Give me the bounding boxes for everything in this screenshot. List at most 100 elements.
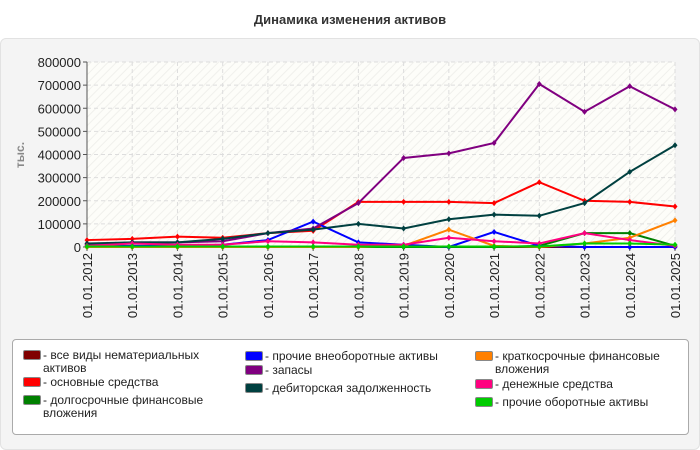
data-point — [582, 240, 588, 247]
legend-item: - денежные средства — [475, 378, 685, 391]
data-point — [401, 198, 407, 205]
data-point — [401, 225, 407, 232]
legend-label: - основные средства — [43, 375, 159, 389]
data-point — [491, 228, 497, 235]
data-point — [627, 230, 633, 237]
data-point — [129, 235, 135, 242]
data-point — [84, 243, 90, 250]
y-tick-label: 0 — [74, 240, 81, 255]
data-point — [265, 230, 271, 237]
y-tick-label: 100000 — [38, 217, 81, 232]
x-tick-label: 01.01.2021 — [487, 253, 502, 318]
data-point — [491, 139, 497, 146]
legend-item: - основные средства — [23, 376, 233, 389]
data-point — [536, 179, 542, 186]
legend-label: - все виды нематериальных активов — [43, 348, 200, 375]
x-tick-label: 01.01.2020 — [442, 253, 457, 318]
data-point — [582, 244, 588, 250]
legend-swatch — [23, 377, 41, 387]
data-point — [355, 243, 361, 250]
data-point — [265, 243, 271, 250]
y-tick-label: 700000 — [38, 78, 81, 93]
legend-swatch — [245, 383, 263, 393]
y-tick-label: 300000 — [38, 171, 81, 186]
y-tick-label: 800000 — [38, 55, 81, 70]
legend-label: - денежные средства — [495, 377, 613, 391]
x-tick-label: 01.01.2013 — [125, 253, 140, 318]
data-point — [582, 200, 588, 207]
data-point — [310, 243, 316, 250]
line-chart: 0 100000 200000 300000 400000 500000 600000 700… — [13, 55, 683, 318]
data-point — [84, 237, 90, 244]
x-tick-label: 01.01.2024 — [623, 253, 638, 318]
y-axis-label: тыс. — [13, 142, 27, 168]
legend-swatch — [245, 365, 263, 375]
x-tick-label: 01.01.2018 — [351, 253, 366, 318]
legend-label: - дебиторская задолженность — [265, 381, 432, 395]
data-point — [129, 243, 135, 250]
x-tick-label: 01.01.2023 — [578, 253, 593, 318]
y-tick-label: 400000 — [38, 148, 81, 163]
data-point — [401, 154, 407, 161]
data-point — [220, 235, 226, 242]
data-point — [627, 244, 633, 250]
data-point — [627, 198, 633, 205]
data-point — [446, 243, 452, 250]
data-point — [446, 150, 452, 157]
legend-swatch — [475, 351, 493, 361]
data-point — [672, 241, 678, 248]
legend-item: - запасы — [245, 364, 465, 377]
x-tick-label: 01.01.2017 — [306, 253, 321, 318]
x-tick-label: 01.01.2016 — [261, 253, 276, 318]
x-tick-label: 01.01.2012 — [80, 253, 95, 318]
data-point — [672, 106, 678, 113]
legend: - все виды нематериальных активов - осно… — [12, 339, 689, 435]
data-point — [491, 200, 497, 207]
legend-item: - дебиторская задолженность — [245, 382, 465, 395]
data-point — [310, 226, 316, 233]
legend-label: - запасы — [265, 363, 313, 377]
data-point — [355, 220, 361, 227]
legend-label: - краткосрочные финансовые вложения — [495, 349, 660, 376]
data-point — [174, 233, 180, 240]
legend-swatch — [475, 379, 493, 389]
data-point — [491, 243, 497, 250]
data-point — [491, 211, 497, 218]
data-point — [536, 212, 542, 219]
y-tick-label: 200000 — [38, 194, 81, 209]
y-tick-label: 600000 — [38, 101, 81, 116]
data-point — [627, 168, 633, 175]
data-point — [310, 218, 316, 225]
data-point — [220, 243, 226, 250]
legend-item: - долгосрочные финансовые вложения — [23, 394, 233, 420]
legend-item: - краткосрочные финансовые вложения — [475, 350, 685, 376]
data-point — [446, 226, 452, 233]
legend-swatch — [475, 397, 493, 407]
legend-item: - все виды нематериальных активов — [23, 349, 233, 375]
data-point — [129, 240, 135, 247]
data-point — [627, 240, 633, 247]
series-line — [86, 144, 676, 245]
x-tick-label: 01.01.2025 — [668, 253, 683, 318]
legend-label: - прочие внеоборотные активы — [265, 349, 438, 363]
data-point — [672, 142, 678, 149]
data-point — [446, 198, 452, 205]
data-point — [627, 83, 633, 90]
data-point — [672, 203, 678, 210]
series-line — [86, 181, 676, 242]
data-point — [536, 80, 542, 87]
series-line — [86, 232, 676, 247]
data-point — [401, 243, 407, 250]
x-tick-label: 01.01.2014 — [170, 253, 185, 318]
x-tick-label: 01.01.2022 — [532, 253, 547, 318]
legend-item: - прочие внеоборотные активы — [245, 350, 465, 363]
x-tick-label: 01.01.2015 — [216, 253, 231, 318]
chart-title: Динамика изменения активов — [253, 12, 447, 27]
x-tick-label: 01.01.2019 — [397, 253, 412, 318]
legend-item: - прочие оборотные активы — [475, 396, 685, 409]
data-point — [536, 243, 542, 250]
data-point — [536, 240, 542, 247]
series-line — [87, 242, 676, 248]
legend-label: - долгосрочные финансовые вложения — [43, 393, 204, 420]
y-tick-label: 500000 — [38, 124, 81, 139]
